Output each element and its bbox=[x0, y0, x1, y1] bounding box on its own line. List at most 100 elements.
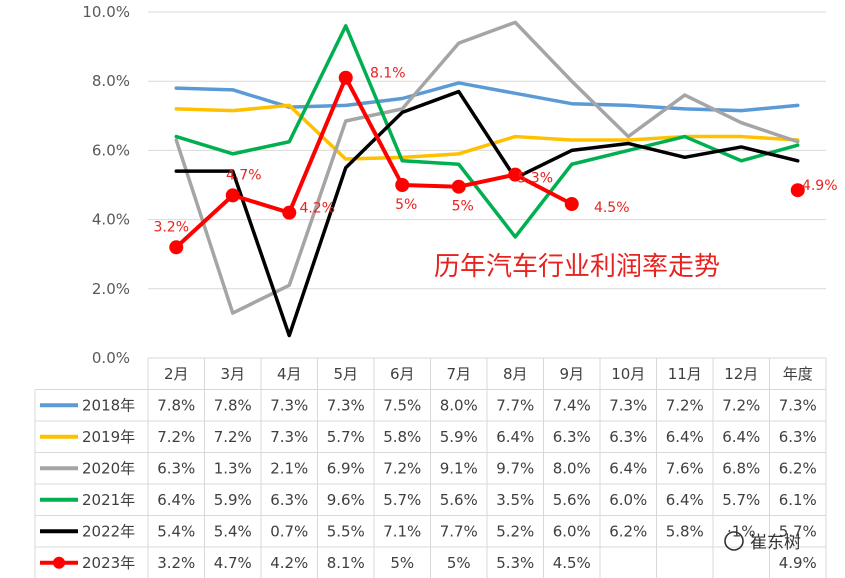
table-cell: 2.1% bbox=[270, 460, 308, 478]
data-point bbox=[508, 167, 523, 182]
series-lines bbox=[169, 20, 805, 338]
x-tick-label: 6月 bbox=[390, 365, 415, 383]
data-label: 5% bbox=[395, 197, 417, 213]
table-cell: 1.3% bbox=[214, 460, 252, 478]
table-cell: 6.4% bbox=[496, 428, 534, 446]
data-label: 5% bbox=[452, 199, 474, 215]
table-cell: 5.9% bbox=[440, 428, 478, 446]
legend-label: 2020年 bbox=[82, 460, 135, 478]
table-cell: 5% bbox=[447, 554, 471, 572]
table-cell: 7.2% bbox=[214, 428, 252, 446]
table-cell: 6.3% bbox=[270, 491, 308, 509]
x-tick-label: 11月 bbox=[668, 365, 702, 383]
table-cell: 6.4% bbox=[609, 460, 647, 478]
series-line bbox=[174, 24, 800, 239]
legend-label: 2023年 bbox=[82, 554, 135, 572]
table-cell: ·1% bbox=[727, 523, 756, 541]
table-cell: 7.2% bbox=[666, 397, 704, 415]
table-cell: 6.2% bbox=[779, 460, 817, 478]
table-cell: 5.2% bbox=[496, 523, 534, 541]
table-cell: 7.2% bbox=[722, 397, 760, 415]
x-tick-label: 5月 bbox=[333, 365, 358, 383]
table-cell: 8.0% bbox=[553, 460, 591, 478]
table-cell: 6.4% bbox=[157, 491, 195, 509]
y-tick-label: 10.0% bbox=[82, 3, 130, 21]
data-point bbox=[169, 240, 184, 255]
x-tick-label: 8月 bbox=[503, 365, 528, 383]
y-tick-label: 2.0% bbox=[92, 280, 130, 298]
table-cell: 7.8% bbox=[214, 397, 252, 415]
table-cell: 7.3% bbox=[779, 397, 817, 415]
data-label: 4.2% bbox=[299, 201, 335, 217]
table-cell: 5.8% bbox=[666, 523, 704, 541]
table-cell: 6.4% bbox=[666, 428, 704, 446]
table-cell: 5.4% bbox=[214, 523, 252, 541]
series-line bbox=[174, 81, 800, 113]
table-cell: 5.4% bbox=[157, 523, 195, 541]
table-cell: 7.2% bbox=[383, 460, 421, 478]
table-cell: 5.7% bbox=[722, 491, 760, 509]
table-cell: 6.3% bbox=[609, 428, 647, 446]
table-cell: 7.1% bbox=[383, 523, 421, 541]
table-cell: 6.3% bbox=[779, 428, 817, 446]
table-cell: 7.6% bbox=[666, 460, 704, 478]
table-cell: 3.2% bbox=[157, 554, 195, 572]
wechat-icon bbox=[724, 531, 744, 551]
chart-title: 历年汽车行业利润率走势 bbox=[434, 252, 720, 282]
y-tick-label: 4.0% bbox=[92, 211, 130, 229]
table-cell: 6.3% bbox=[553, 428, 591, 446]
table-cell: 0.7% bbox=[270, 523, 308, 541]
table-cell: 7.8% bbox=[157, 397, 195, 415]
data-label: 8.1% bbox=[370, 66, 406, 82]
x-tick-label: 3月 bbox=[220, 365, 245, 383]
x-tick-label: 12月 bbox=[724, 365, 758, 383]
table-cell: 5.5% bbox=[327, 523, 365, 541]
table-cell: 7.3% bbox=[270, 428, 308, 446]
table-cell: 3.5% bbox=[496, 491, 534, 509]
watermark-text: 崔东树 bbox=[750, 533, 801, 553]
table-cell: 5.8% bbox=[383, 428, 421, 446]
table-cell: 9.6% bbox=[327, 491, 365, 509]
table-cell: 4.5% bbox=[553, 554, 591, 572]
y-axis: 0.0% 2.0% 4.0% 6.0% 8.0% 10.0% bbox=[82, 3, 130, 367]
table-cell: 6.2% bbox=[609, 523, 647, 541]
x-tick-label: 2月 bbox=[164, 365, 189, 383]
table-cell: 6.0% bbox=[609, 491, 647, 509]
table-cell: 5.6% bbox=[440, 491, 478, 509]
table-cell: 7.3% bbox=[270, 397, 308, 415]
table-cell: 5.3% bbox=[496, 554, 534, 572]
table-cell: 6.8% bbox=[722, 460, 760, 478]
table-cell: 6.3% bbox=[157, 460, 195, 478]
legend-label: 2022年 bbox=[82, 523, 135, 541]
series-line bbox=[174, 20, 800, 315]
data-point bbox=[564, 197, 579, 212]
table-cell: 7.2% bbox=[157, 428, 195, 446]
x-tick-label: 9月 bbox=[559, 365, 584, 383]
x-tick-label: 10月 bbox=[611, 365, 645, 383]
table-cell: 6.0% bbox=[553, 523, 591, 541]
y-tick-label: 8.0% bbox=[92, 72, 130, 90]
data-label: 4.9% bbox=[802, 178, 838, 194]
table-cell: 5.6% bbox=[553, 491, 591, 509]
table-cell: 5% bbox=[390, 554, 414, 572]
table-cell: 5.7% bbox=[779, 523, 817, 541]
table-cell: 7.7% bbox=[440, 523, 478, 541]
table-cell: 7.3% bbox=[327, 397, 365, 415]
x-tick-label: 4月 bbox=[277, 365, 302, 383]
table-cell: 6.9% bbox=[327, 460, 365, 478]
data-point bbox=[282, 205, 297, 220]
table-cell: 8.0% bbox=[440, 397, 478, 415]
table-cell: 9.7% bbox=[496, 460, 534, 478]
data-point bbox=[790, 183, 805, 198]
legend-label: 2019年 bbox=[82, 428, 135, 446]
table-cell: 7.7% bbox=[496, 397, 534, 415]
table-cell: 7.3% bbox=[609, 397, 647, 415]
data-label: 5.3% bbox=[517, 171, 553, 187]
data-point bbox=[451, 179, 466, 194]
table-cell: 6.4% bbox=[722, 428, 760, 446]
data-label: 3.2% bbox=[153, 219, 189, 235]
table-cell: 4.2% bbox=[270, 554, 308, 572]
watermark: 崔东树 bbox=[724, 531, 801, 553]
table-cell: 4.7% bbox=[214, 554, 252, 572]
table-cell: 4.9% bbox=[779, 554, 817, 572]
